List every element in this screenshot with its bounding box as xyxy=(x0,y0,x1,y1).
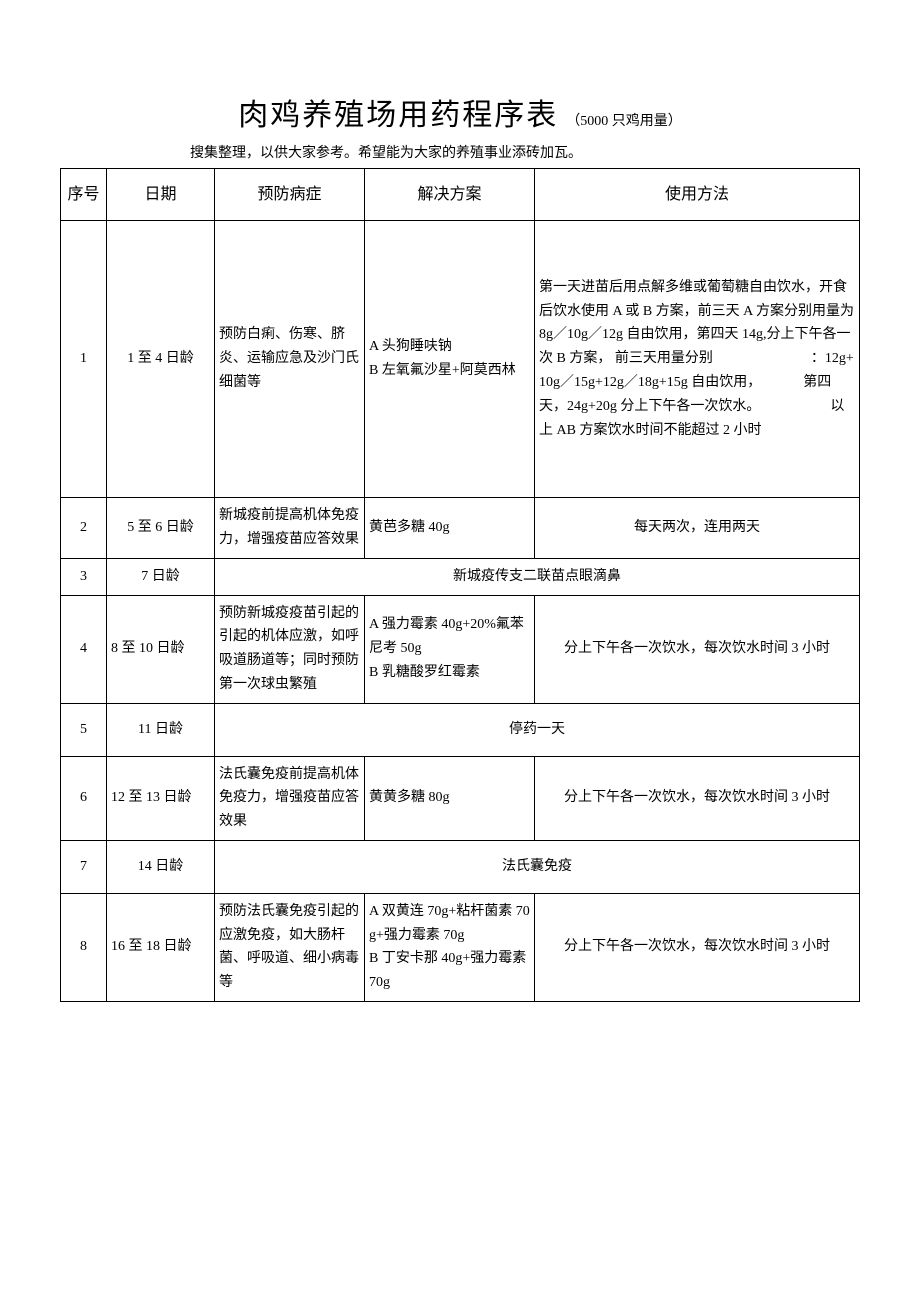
cell-sol: 黄芭多糖 40g xyxy=(365,498,535,559)
document-page: 肉鸡养殖场用药程序表 （5000 只鸡用量） 搜集整理，以供大家参考。希望能为大… xyxy=(0,0,920,1062)
cell-seq: 2 xyxy=(61,498,107,559)
table-row: 4 8 至 10 日龄 预防新城疫疫苗引起的引起的机体应激，如呼吸道肠道等；同时… xyxy=(61,595,860,703)
cell-prev: 法氏囊免疫前提高机体免疫力，增强疫苗应答效果 xyxy=(215,756,365,840)
cell-usage: 分上下午各一次饮水，每次饮水时间 3 小时 xyxy=(535,595,860,703)
table-row: 2 5 至 6 日龄 新城疫前提高机体免疫力，增强疫苗应答效果 黄芭多糖 40g… xyxy=(61,498,860,559)
cell-prev: 预防白痢、伤寒、脐炎、运输应急及沙门氏细菌等 xyxy=(215,221,365,498)
table-row: 8 16 至 18 日龄 预防法氏囊免疫引起的应激免疫，如大肠杆菌、呼吸道、细小… xyxy=(61,893,860,1001)
col-use: 使用方法 xyxy=(535,169,860,221)
cell-sol: A 头狗睡呋钠 B 左氧氟沙星+阿莫西林 xyxy=(365,221,535,498)
intro-text: 搜集整理，以供大家参考。希望能为大家的养殖事业添砖加瓦。 xyxy=(190,142,860,162)
cell-prev: 预防法氏囊免疫引起的应激免疫，如大肠杆菌、呼吸道、细小病毒等 xyxy=(215,893,365,1001)
medication-table: 序号 日期 预防病症 解决方案 使用方法 1 1 至 4 日龄 预防白痢、伤寒、… xyxy=(60,168,860,1002)
title-suffix: （5000 只鸡用量） xyxy=(566,114,682,129)
cell-usage: 第一天进苗后用点解多维或葡萄糖自由饮水，开食后饮水使用 A 或 B 方案，前三天… xyxy=(535,221,860,498)
cell-date: 14 日龄 xyxy=(107,840,215,893)
cell-merged: 法氏囊免疫 xyxy=(215,840,860,893)
cell-seq: 5 xyxy=(61,703,107,756)
cell-prev: 新城疫前提高机体免疫力，增强疫苗应答效果 xyxy=(215,498,365,559)
table-row: 3 7 日龄 新城疫传支二联苗点眼滴鼻 xyxy=(61,558,860,595)
cell-date: 8 至 10 日龄 xyxy=(107,595,215,703)
cell-usage: 分上下午各一次饮水，每次饮水时间 3 小时 xyxy=(535,756,860,840)
cell-sol: A 强力霉素 40g+20%氟苯尼考 50g B 乳糖酸罗红霉素 xyxy=(365,595,535,703)
cell-date: 11 日龄 xyxy=(107,703,215,756)
cell-seq: 4 xyxy=(61,595,107,703)
table-header-row: 序号 日期 预防病症 解决方案 使用方法 xyxy=(61,169,860,221)
cell-sol: 黄黄多糖 80g xyxy=(365,756,535,840)
cell-seq: 6 xyxy=(61,756,107,840)
cell-seq: 8 xyxy=(61,893,107,1001)
table-row: 6 12 至 13 日龄 法氏囊免疫前提高机体免疫力，增强疫苗应答效果 黄黄多糖… xyxy=(61,756,860,840)
page-title: 肉鸡养殖场用药程序表 xyxy=(238,99,558,132)
table-row: 5 11 日龄 停药一天 xyxy=(61,703,860,756)
col-sol: 解决方案 xyxy=(365,169,535,221)
cell-date: 12 至 13 日龄 xyxy=(107,756,215,840)
cell-seq: 1 xyxy=(61,221,107,498)
cell-prev: 预防新城疫疫苗引起的引起的机体应激，如呼吸道肠道等；同时预防第一次球虫繁殖 xyxy=(215,595,365,703)
cell-usage: 每天两次，连用两天 xyxy=(535,498,860,559)
cell-date: 1 至 4 日龄 xyxy=(107,221,215,498)
cell-seq: 7 xyxy=(61,840,107,893)
cell-date: 7 日龄 xyxy=(107,558,215,595)
cell-seq: 3 xyxy=(61,558,107,595)
cell-date: 5 至 6 日龄 xyxy=(107,498,215,559)
table-row: 1 1 至 4 日龄 预防白痢、伤寒、脐炎、运输应急及沙门氏细菌等 A 头狗睡呋… xyxy=(61,221,860,498)
cell-merged: 新城疫传支二联苗点眼滴鼻 xyxy=(215,558,860,595)
table-row: 7 14 日龄 法氏囊免疫 xyxy=(61,840,860,893)
cell-usage: 分上下午各一次饮水，每次饮水时间 3 小时 xyxy=(535,893,860,1001)
col-prev: 预防病症 xyxy=(215,169,365,221)
col-date: 日期 xyxy=(107,169,215,221)
cell-date: 16 至 18 日龄 xyxy=(107,893,215,1001)
title-line: 肉鸡养殖场用药程序表 （5000 只鸡用量） xyxy=(60,90,860,134)
cell-merged: 停药一天 xyxy=(215,703,860,756)
col-seq: 序号 xyxy=(61,169,107,221)
cell-sol: A 双黄连 70g+粘杆菌素 70g+强力霉素 70g B 丁安卡那 40g+强… xyxy=(365,893,535,1001)
